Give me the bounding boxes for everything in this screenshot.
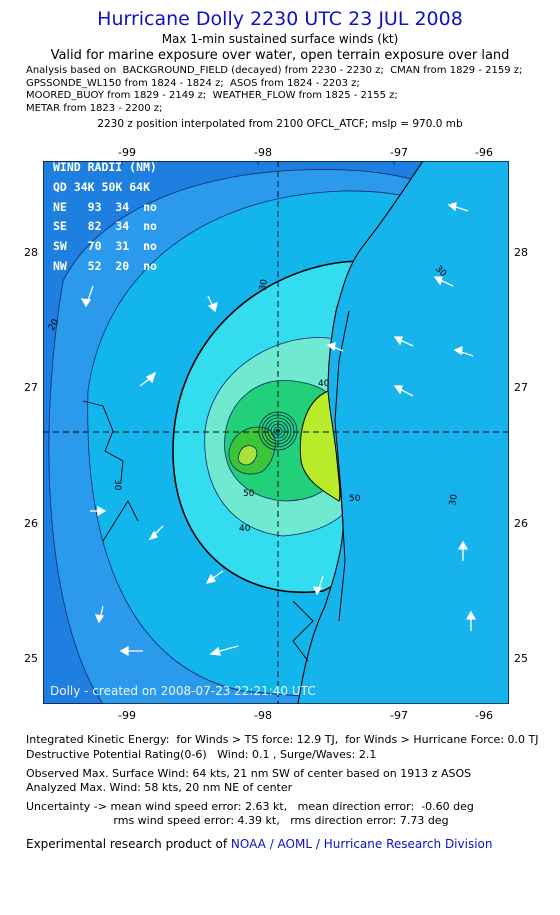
analysis-sources: Analysis based on BACKGROUND_FIELD (deca… xyxy=(26,65,522,115)
wind-arrow xyxy=(148,525,164,541)
lon-tick-top: -99 xyxy=(118,146,136,159)
storm-center xyxy=(258,411,298,451)
wind-arrow xyxy=(207,295,218,313)
analysis-line: GPSSONDE_WL150 from 1824 - 1824 z; ASOS … xyxy=(26,77,360,89)
uncertainty-rms: rms wind speed error: 4.39 kt, rms direc… xyxy=(26,814,449,827)
wind-arrow xyxy=(94,605,105,624)
coastline-detail xyxy=(82,400,314,662)
subtitle-exposure: Valid for marine exposure over water, op… xyxy=(50,48,510,63)
land-highwind xyxy=(299,390,341,502)
col-64k: 64K xyxy=(129,179,151,194)
org-link[interactable]: NOAA / AOML / Hurricane Research Divisio… xyxy=(230,837,493,851)
lat-tick-right: 25 xyxy=(514,652,528,665)
wind-radii-row: NW 52 20 no xyxy=(53,257,157,277)
map-credit: Dolly - created on 2008-07-23 22:21:40 U… xyxy=(50,684,316,698)
lon-tick-top: -96 xyxy=(475,146,493,159)
contour-label: 30 xyxy=(112,479,122,491)
lon-tick-top: -97 xyxy=(390,146,408,159)
ike-line: Integrated Kinetic Energy: for Winds > T… xyxy=(26,733,539,746)
lat-tick-right: 26 xyxy=(514,517,528,530)
map-title: Hurricane Dolly 2230 UTC 23 JUL 2008 xyxy=(97,8,463,30)
analysis-line: METAR from 1823 - 2200 z; xyxy=(26,102,163,114)
r50: 31 xyxy=(115,239,130,254)
footer: Experimental research product of NOAA / … xyxy=(26,837,492,851)
col-quadrant: QD xyxy=(53,179,67,194)
wind-arrow xyxy=(119,645,143,657)
r50: 34 xyxy=(115,199,130,214)
wind-arrow xyxy=(209,645,239,656)
r64: no xyxy=(143,199,157,214)
wind-arrow xyxy=(90,505,107,517)
r64: no xyxy=(143,239,157,254)
wind-arrow xyxy=(80,285,94,308)
wind-arrow xyxy=(312,575,324,596)
r34: 93 xyxy=(87,199,102,214)
wind-arrow xyxy=(393,385,414,397)
lon-tick-bottom: -98 xyxy=(254,709,272,722)
uncertainty-mean: Uncertainty -> mean wind speed error: 2.… xyxy=(26,800,474,813)
position-note: 2230 z position interpolated from 2100 O… xyxy=(97,118,463,130)
contour-label: 30 xyxy=(258,278,270,291)
lon-tick-bottom: -97 xyxy=(390,709,408,722)
quadrant: SE xyxy=(53,219,67,234)
analyzed-max-wind: Analyzed Max. Wind: 58 kts, 20 nm NE of … xyxy=(26,781,293,794)
subtitle-winds: Max 1-min sustained surface winds (kt) xyxy=(161,32,399,46)
r34: 82 xyxy=(87,219,102,234)
barrier-island xyxy=(334,310,350,622)
contour-label: 50 xyxy=(349,494,361,504)
footer-prefix: Experimental research product of xyxy=(26,837,231,851)
r34: 52 xyxy=(87,258,102,273)
contour-label: 30 xyxy=(448,493,460,506)
lon-tick-bottom: -96 xyxy=(475,709,493,722)
contour-label: 50 xyxy=(243,489,255,499)
wind-radii-row: SE 82 34 no xyxy=(53,217,157,237)
max-wind-core xyxy=(237,445,258,466)
r50: 20 xyxy=(115,258,130,273)
analysis-line: MOORED_BUOY from 1829 - 2149 z; WEATHER_… xyxy=(26,90,398,102)
wind-radii-columns: QD 34K 50K 64K xyxy=(53,178,157,198)
lat-tick-right: 28 xyxy=(514,246,528,259)
wind-arrow xyxy=(139,371,157,387)
wind-vectors xyxy=(80,202,477,657)
lat-tick-left: 26 xyxy=(24,517,38,530)
r64: no xyxy=(143,219,157,234)
wind-field-svg: 20 30 30 30 30 40 40 50 50 xyxy=(43,161,509,704)
r34: 70 xyxy=(87,239,102,254)
destructive-potential: Destructive Potential Rating(0-6) Wind: … xyxy=(26,748,377,761)
wind-radii-row: SW 70 31 no xyxy=(53,237,157,257)
eye-icon xyxy=(275,428,281,434)
contour-label: 40 xyxy=(239,524,251,534)
lat-tick-left: 28 xyxy=(24,246,38,259)
wind-arrow xyxy=(393,336,414,347)
analysis-line: Analysis based on BACKGROUND_FIELD (deca… xyxy=(26,65,523,76)
wind-arrow xyxy=(447,202,469,212)
contour-label: 40 xyxy=(318,379,330,389)
lat-tick-left: 27 xyxy=(24,381,38,394)
quadrant: NW xyxy=(53,258,67,273)
r64: no xyxy=(143,258,157,273)
wind-arrow xyxy=(433,276,454,287)
r50: 34 xyxy=(115,219,130,234)
wind-arrow xyxy=(453,345,474,357)
quadrant: NE xyxy=(53,199,67,214)
lat-tick-right: 27 xyxy=(514,381,528,394)
quadrant: SW xyxy=(53,239,67,254)
wind-arrow xyxy=(457,540,469,561)
wind-radii-title: WIND RADII (NM) xyxy=(53,160,157,174)
col-34k: 34K xyxy=(73,179,95,194)
wind-field-map: 20 30 30 30 30 40 40 50 50 xyxy=(43,161,509,704)
wind-arrow xyxy=(205,570,224,584)
col-50k: 50K xyxy=(101,179,123,194)
wind-arrow xyxy=(465,610,477,631)
lon-tick-bottom: -99 xyxy=(118,709,136,722)
wind-radii-table: WIND RADII (NM) QD 34K 50K 64K NE 93 34 no… xyxy=(53,158,157,277)
lat-tick-left: 25 xyxy=(24,652,38,665)
observed-max-wind: Observed Max. Surface Wind: 64 kts, 21 n… xyxy=(26,767,472,780)
wind-radii-row: NE 93 34 no xyxy=(53,198,157,218)
lon-tick-top: -98 xyxy=(254,146,272,159)
wind-arrow xyxy=(326,342,344,352)
